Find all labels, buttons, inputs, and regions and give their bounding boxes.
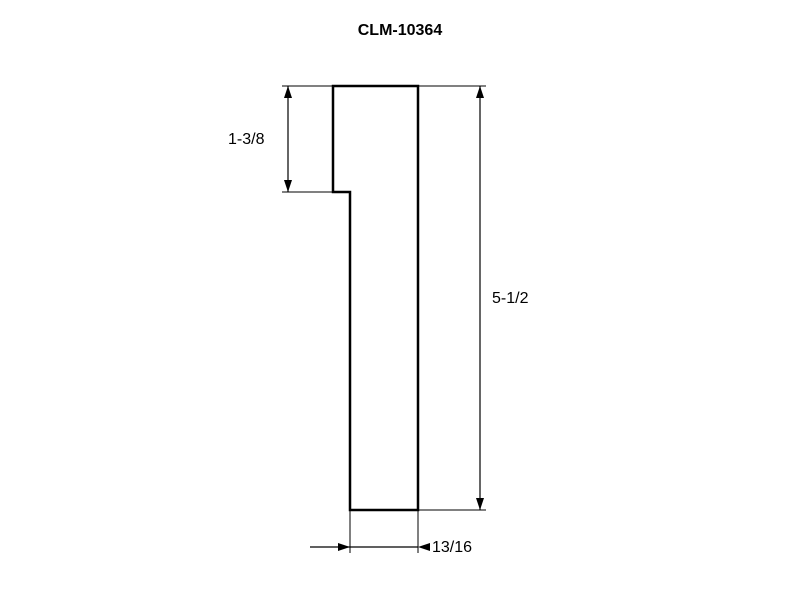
drawing-svg bbox=[0, 0, 800, 600]
dim-label-bottom-width: 13/16 bbox=[432, 539, 472, 557]
dim-label-right-height: 5-1/2 bbox=[492, 290, 528, 308]
dim-label-left-notch: 1-3/8 bbox=[228, 131, 264, 149]
